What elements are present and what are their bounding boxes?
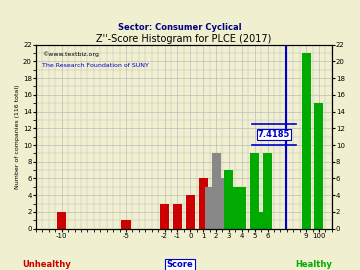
Text: Healthy: Healthy (295, 260, 332, 269)
Text: Sector: Consumer Cyclical: Sector: Consumer Cyclical (118, 23, 242, 32)
Bar (237, 187, 246, 229)
Bar (263, 153, 272, 229)
Text: ©www.textbiz.org: ©www.textbiz.org (42, 51, 99, 57)
Bar (212, 153, 221, 229)
Bar (218, 178, 227, 229)
Bar (186, 195, 195, 229)
Bar (160, 204, 169, 229)
Text: The Research Foundation of SUNY: The Research Foundation of SUNY (42, 63, 149, 68)
Text: Score: Score (167, 260, 193, 269)
Bar (250, 153, 259, 229)
Bar (257, 212, 266, 229)
Bar (315, 103, 324, 229)
Bar (173, 204, 182, 229)
Bar (121, 220, 131, 229)
Text: Unhealthy: Unhealthy (22, 260, 71, 269)
Bar (224, 170, 233, 229)
Text: 7.4185: 7.4185 (258, 130, 290, 139)
Bar (199, 178, 208, 229)
Y-axis label: Number of companies (116 total): Number of companies (116 total) (15, 85, 20, 189)
Bar (302, 53, 311, 229)
Title: Z''-Score Histogram for PLCE (2017): Z''-Score Histogram for PLCE (2017) (96, 34, 271, 44)
Bar (57, 212, 66, 229)
Bar (231, 187, 240, 229)
Bar (205, 187, 214, 229)
